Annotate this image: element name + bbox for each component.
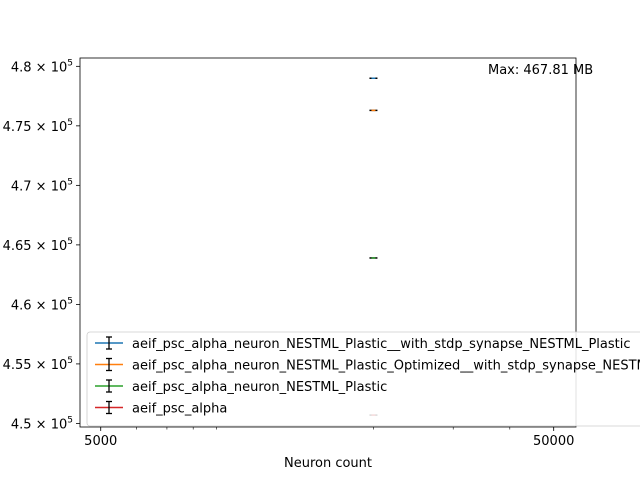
- y-tick-base: 10: [51, 120, 68, 135]
- y-tick-mantissa: 4.7: [11, 179, 32, 194]
- legend-label: aeif_psc_alpha_neuron_NESTML_Plastic: [132, 380, 387, 395]
- legend-label: aeif_psc_alpha_neuron_NESTML_Plastic__wi…: [132, 337, 631, 352]
- legend-item: aeif_psc_alpha_neuron_NESTML_Plastic_Opt…: [95, 357, 640, 374]
- y-tick-exponent: 5: [67, 237, 73, 247]
- y-tick-label: 4.7 × 105: [11, 177, 73, 194]
- legend-label: aeif_psc_alpha: [132, 402, 227, 417]
- y-tick-label: 4.65 × 105: [3, 237, 73, 254]
- x-tick-label: 50000: [533, 434, 574, 449]
- y-tick-times: ×: [32, 417, 51, 432]
- y-tick-times: ×: [32, 179, 51, 194]
- y-tick-mantissa: 4.5: [11, 417, 32, 432]
- y-tick-label: 4.8 × 105: [11, 58, 73, 75]
- y-tick-mantissa: 4.75: [3, 120, 32, 135]
- y-tick-times: ×: [32, 120, 51, 135]
- y-tick-times: ×: [32, 358, 51, 373]
- legend-box: [86, 331, 640, 427]
- y-tick-times: ×: [32, 298, 51, 313]
- max-annotation: Max: 467.81 MB: [488, 63, 593, 78]
- y-tick-exponent: 5: [67, 58, 73, 68]
- y-tick-exponent: 5: [67, 118, 73, 128]
- y-tick-mantissa: 4.8: [11, 60, 32, 75]
- y-tick-base: 10: [51, 298, 68, 313]
- y-tick-times: ×: [32, 239, 51, 254]
- legend-label: aeif_psc_alpha_neuron_NESTML_Plastic_Opt…: [132, 359, 640, 374]
- y-tick-label: 4.5 × 105: [11, 415, 73, 432]
- y-tick-label: 4.6 × 105: [11, 296, 73, 313]
- plot-frame: [79, 57, 577, 428]
- y-tick-base: 10: [51, 60, 68, 75]
- y-tick-base: 10: [51, 417, 68, 432]
- y-tick-exponent: 5: [67, 356, 73, 366]
- y-tick-times: ×: [32, 60, 51, 75]
- legend-item: aeif_psc_alpha: [95, 400, 227, 417]
- x-tick-label: 5000: [84, 434, 117, 449]
- y-tick-mantissa: 4.55: [3, 358, 32, 373]
- y-tick-mantissa: 4.65: [3, 239, 32, 254]
- x-axis-label: Neuron count: [284, 456, 372, 471]
- y-tick-exponent: 5: [67, 296, 73, 306]
- y-tick-label: 4.55 × 105: [3, 356, 73, 373]
- legend-item: aeif_psc_alpha_neuron_NESTML_Plastic__wi…: [95, 336, 631, 352]
- y-tick-exponent: 5: [67, 415, 73, 425]
- y-tick-base: 10: [51, 239, 68, 254]
- y-tick-base: 10: [51, 179, 68, 194]
- y-tick-mantissa: 4.6: [11, 298, 32, 313]
- y-tick-base: 10: [51, 358, 68, 373]
- legend-item: aeif_psc_alpha_neuron_NESTML_Plastic: [95, 379, 387, 395]
- y-tick-label: 4.75 × 105: [3, 118, 73, 135]
- y-tick-exponent: 5: [67, 177, 73, 187]
